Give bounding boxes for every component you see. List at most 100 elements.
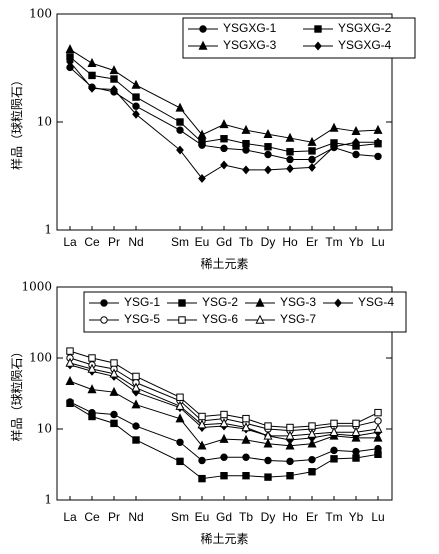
data-point [242,471,250,480]
data-point [286,148,294,156]
data-point [352,447,360,456]
x-tick-label: Tb [239,235,253,249]
x-axis-label: 稀土元素 [200,257,248,271]
legend-marker [178,316,186,324]
data-point [308,422,316,430]
x-tick-label: Ho [282,235,298,249]
data-point [330,419,338,428]
data-point [131,399,141,409]
data-point [197,419,207,429]
data-point [175,102,185,112]
x-tick-label: Ho [282,510,298,524]
data-point [242,453,250,461]
data-point [88,412,96,421]
data-point [65,357,75,367]
data-point [66,399,74,408]
x-tick-label: Sm [171,235,189,249]
data-point [264,150,272,159]
x-tick-label: Tm [325,235,342,249]
data-point [329,426,339,436]
data-point [308,162,316,172]
data-point [308,455,316,464]
data-point [308,147,316,155]
x-tick-label: Lu [371,235,384,249]
y-tick-label: 100 [29,351,52,365]
data-point [373,124,383,134]
legend-label: YSG-1 [124,295,160,309]
legend-label: YSG-6 [202,312,238,326]
data-point [374,450,382,459]
data-point [374,137,382,147]
data-point [176,393,184,401]
series-line [69,401,379,462]
data-point [88,354,96,362]
data-point [65,44,75,54]
data-point [241,422,251,432]
y-tick-label: 1 [44,223,52,237]
data-point [220,471,228,480]
data-point [373,432,383,442]
legend-label: YSG-5 [124,312,160,326]
data-point [307,136,317,146]
legend-label: YSG-2 [202,295,238,309]
data-point [132,102,140,110]
legend-marker [314,41,322,51]
data-point [329,122,339,132]
data-point [109,386,119,396]
data-point [285,430,295,440]
data-point [242,139,250,148]
x-tick-label: La [63,235,77,249]
data-point [330,455,338,463]
data-point [88,71,96,80]
legend-box [182,17,416,59]
x-tick-label: Eu [195,510,210,524]
data-point [286,155,294,164]
data-point [264,473,272,481]
data-point [220,160,228,170]
data-point [219,119,229,129]
legend-label: YSGXG-1 [223,21,277,35]
data-point [308,468,316,476]
data-point [286,457,294,466]
x-tick-label: Tm [325,510,342,524]
data-point [263,438,273,448]
x-tick-label: Ce [84,510,100,524]
legend-marker [198,40,208,50]
data-point [87,384,97,394]
data-point [352,454,360,462]
y-axis-label: 样品（球粒陨石） [9,74,24,170]
data-point [351,426,361,436]
legend-label: YSGXG-3 [223,38,277,52]
legend-marker [255,297,265,307]
data-point [263,128,273,138]
x-tick-label: Tb [239,510,253,524]
x-tick-label: Ce [84,235,100,249]
legend-marker [100,316,108,324]
data-point [220,144,228,153]
data-point [132,422,140,430]
data-point [198,474,206,483]
data-point [176,118,184,126]
data-point [307,438,317,448]
data-point [307,428,317,438]
x-tick-label: Er [306,510,318,524]
y-tick-label: 10 [37,422,52,436]
data-point [198,412,206,421]
data-point [88,83,96,93]
data-point [132,93,140,101]
legend-marker [255,314,265,324]
x-tick-label: Nd [128,235,143,249]
data-point [374,408,382,417]
legend-label: YSG-7 [280,312,316,326]
data-point [176,126,184,134]
data-point [87,363,97,373]
data-point [285,132,295,142]
data-point [286,164,294,174]
data-point [264,422,272,430]
data-point [242,414,250,423]
x-tick-label: Dy [261,510,276,524]
data-point [330,446,338,455]
data-point [176,457,184,466]
data-point [110,419,118,428]
data-point [242,146,250,154]
